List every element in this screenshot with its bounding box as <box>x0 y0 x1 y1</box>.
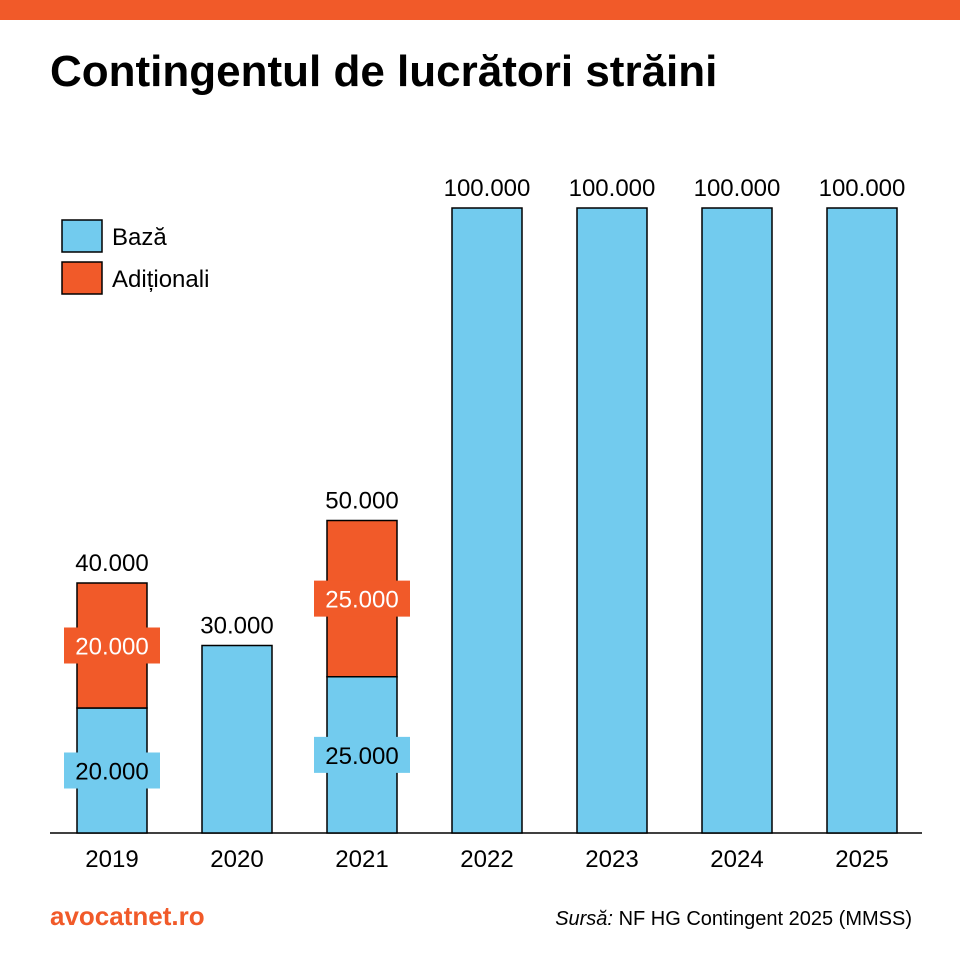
legend-swatch <box>61 261 103 295</box>
bar-segment <box>576 207 648 834</box>
total-label: 40.000 <box>75 550 148 577</box>
legend-label: Bază <box>112 224 167 251</box>
label-bg <box>64 627 160 664</box>
label-bg <box>64 752 160 789</box>
data-label: 20.000 <box>75 759 148 786</box>
label-bg <box>314 736 410 773</box>
bar-segment <box>451 207 523 834</box>
total-label: 100.000 <box>819 175 906 202</box>
data-label: 25.000 <box>325 743 398 770</box>
x-tick-label: 2021 <box>335 846 388 873</box>
bar-segment <box>826 207 898 834</box>
bar-segment <box>701 207 773 834</box>
bar-segment <box>201 644 273 834</box>
chart-title: Contingentul de lucrători străini <box>50 47 717 96</box>
label-bg <box>314 580 410 617</box>
total-label: 30.000 <box>200 613 273 640</box>
legend-label: Adiționali <box>112 266 209 293</box>
x-tick-label: 2019 <box>85 846 138 873</box>
total-label: 50.000 <box>325 488 398 515</box>
data-label: 20.000 <box>75 634 148 661</box>
total-label: 100.000 <box>569 175 656 202</box>
x-tick-label: 2022 <box>460 846 513 873</box>
top-band <box>0 0 960 20</box>
x-tick-label: 2024 <box>710 846 763 873</box>
x-tick-label: 2023 <box>585 846 638 873</box>
legend-swatch <box>61 219 103 253</box>
total-label: 100.000 <box>444 175 531 202</box>
source: Sursă: NF HG Contingent 2025 (MMSS) <box>555 908 912 930</box>
total-label: 100.000 <box>694 175 781 202</box>
brand: avocatnet.ro <box>50 901 205 931</box>
source-text: NF HG Contingent 2025 (MMSS) <box>619 908 912 930</box>
data-label: 25.000 <box>325 587 398 614</box>
x-tick-label: 2025 <box>835 846 888 873</box>
source-label: Sursă: <box>555 908 613 930</box>
x-tick-label: 2020 <box>210 846 263 873</box>
